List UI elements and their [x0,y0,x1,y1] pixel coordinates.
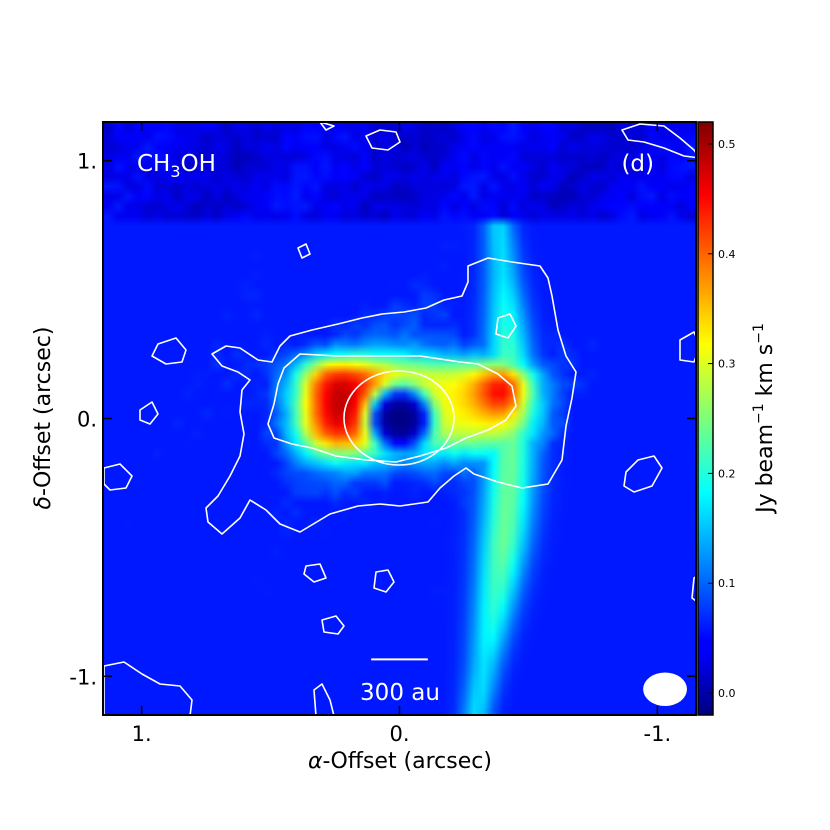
y-axis-title: δ-Offset (arcsec) [31,327,56,510]
contour-island [297,243,311,259]
contour-lines [103,122,696,715]
contour-island [313,683,335,715]
contour-island [679,331,696,363]
intensity-map [103,122,696,715]
y-axis-text: -Offset (arcsec) [31,327,56,496]
contour-island [365,129,401,151]
x-tick-label: -1. [644,722,672,746]
colorbar-tick-label: 0.2 [718,467,736,480]
colorbar-label-exp1: −1 [751,403,767,424]
x-axis: 1. 0. -1. [132,122,671,746]
colorbar-label-exp2: −1 [751,323,767,344]
colorbar-tick-label: 0.1 [718,577,736,590]
colorbar-tick-label: 0.3 [718,358,736,371]
y-tick-label: 0. [77,408,97,432]
contour-island [321,615,345,635]
scale-bar-label: 300 au [360,680,440,706]
x-axis-title: α-Offset (arcsec) [308,749,492,774]
contour-island [691,575,696,602]
y-axis-symbol: δ [31,496,56,509]
contour-island [319,122,335,131]
species-label-main: CH [137,151,170,177]
colorbar-ticks: 0.0 0.1 0.2 0.3 0.4 0.5 [708,138,736,700]
x-axis-text: -Offset (arcsec) [323,749,492,774]
y-tick-label: 1. [77,150,97,174]
contour-island [373,569,395,593]
contour-island [623,455,663,493]
colorbar-label: Jy beam−1 km s−1 [751,323,778,515]
colorbar-tick-label: 0.0 [718,687,736,700]
contour-island [495,313,517,339]
y-axis: 1. 0. -1. [69,150,696,689]
contour-island [139,401,159,425]
contour-island [621,123,696,159]
contour-island [303,563,327,583]
contour-island [151,337,187,365]
contour-outer [205,257,577,535]
contour-inner [267,353,517,463]
species-label: CH3OH [137,151,216,181]
beam-ellipse [643,672,687,706]
panel-label: (d) [621,151,654,177]
colorbar-label-main: Jy beam [753,424,778,515]
x-axis-symbol: α [308,749,323,774]
species-label-subscript: 3 [170,162,180,181]
x-tick-label: 1. [132,722,152,746]
contour-island [103,661,193,715]
colorbar: 0.00.10.20.30.40.5 Jy beam−1 km s−1 [697,121,778,716]
colorbar-frame [697,121,714,716]
contour-ring [343,370,455,466]
map-panel: 300 au CH3OH (d) [102,121,697,716]
colorbar-gradient [698,122,713,715]
species-label-tail: OH [181,151,216,177]
colorbar-label-mid: km s [753,344,778,404]
colorbar-tick-label: 0.4 [718,248,736,261]
colorbar-tick-label: 0.5 [718,138,736,151]
y-tick-label: -1. [69,665,97,689]
x-tick-label: 0. [389,722,409,746]
